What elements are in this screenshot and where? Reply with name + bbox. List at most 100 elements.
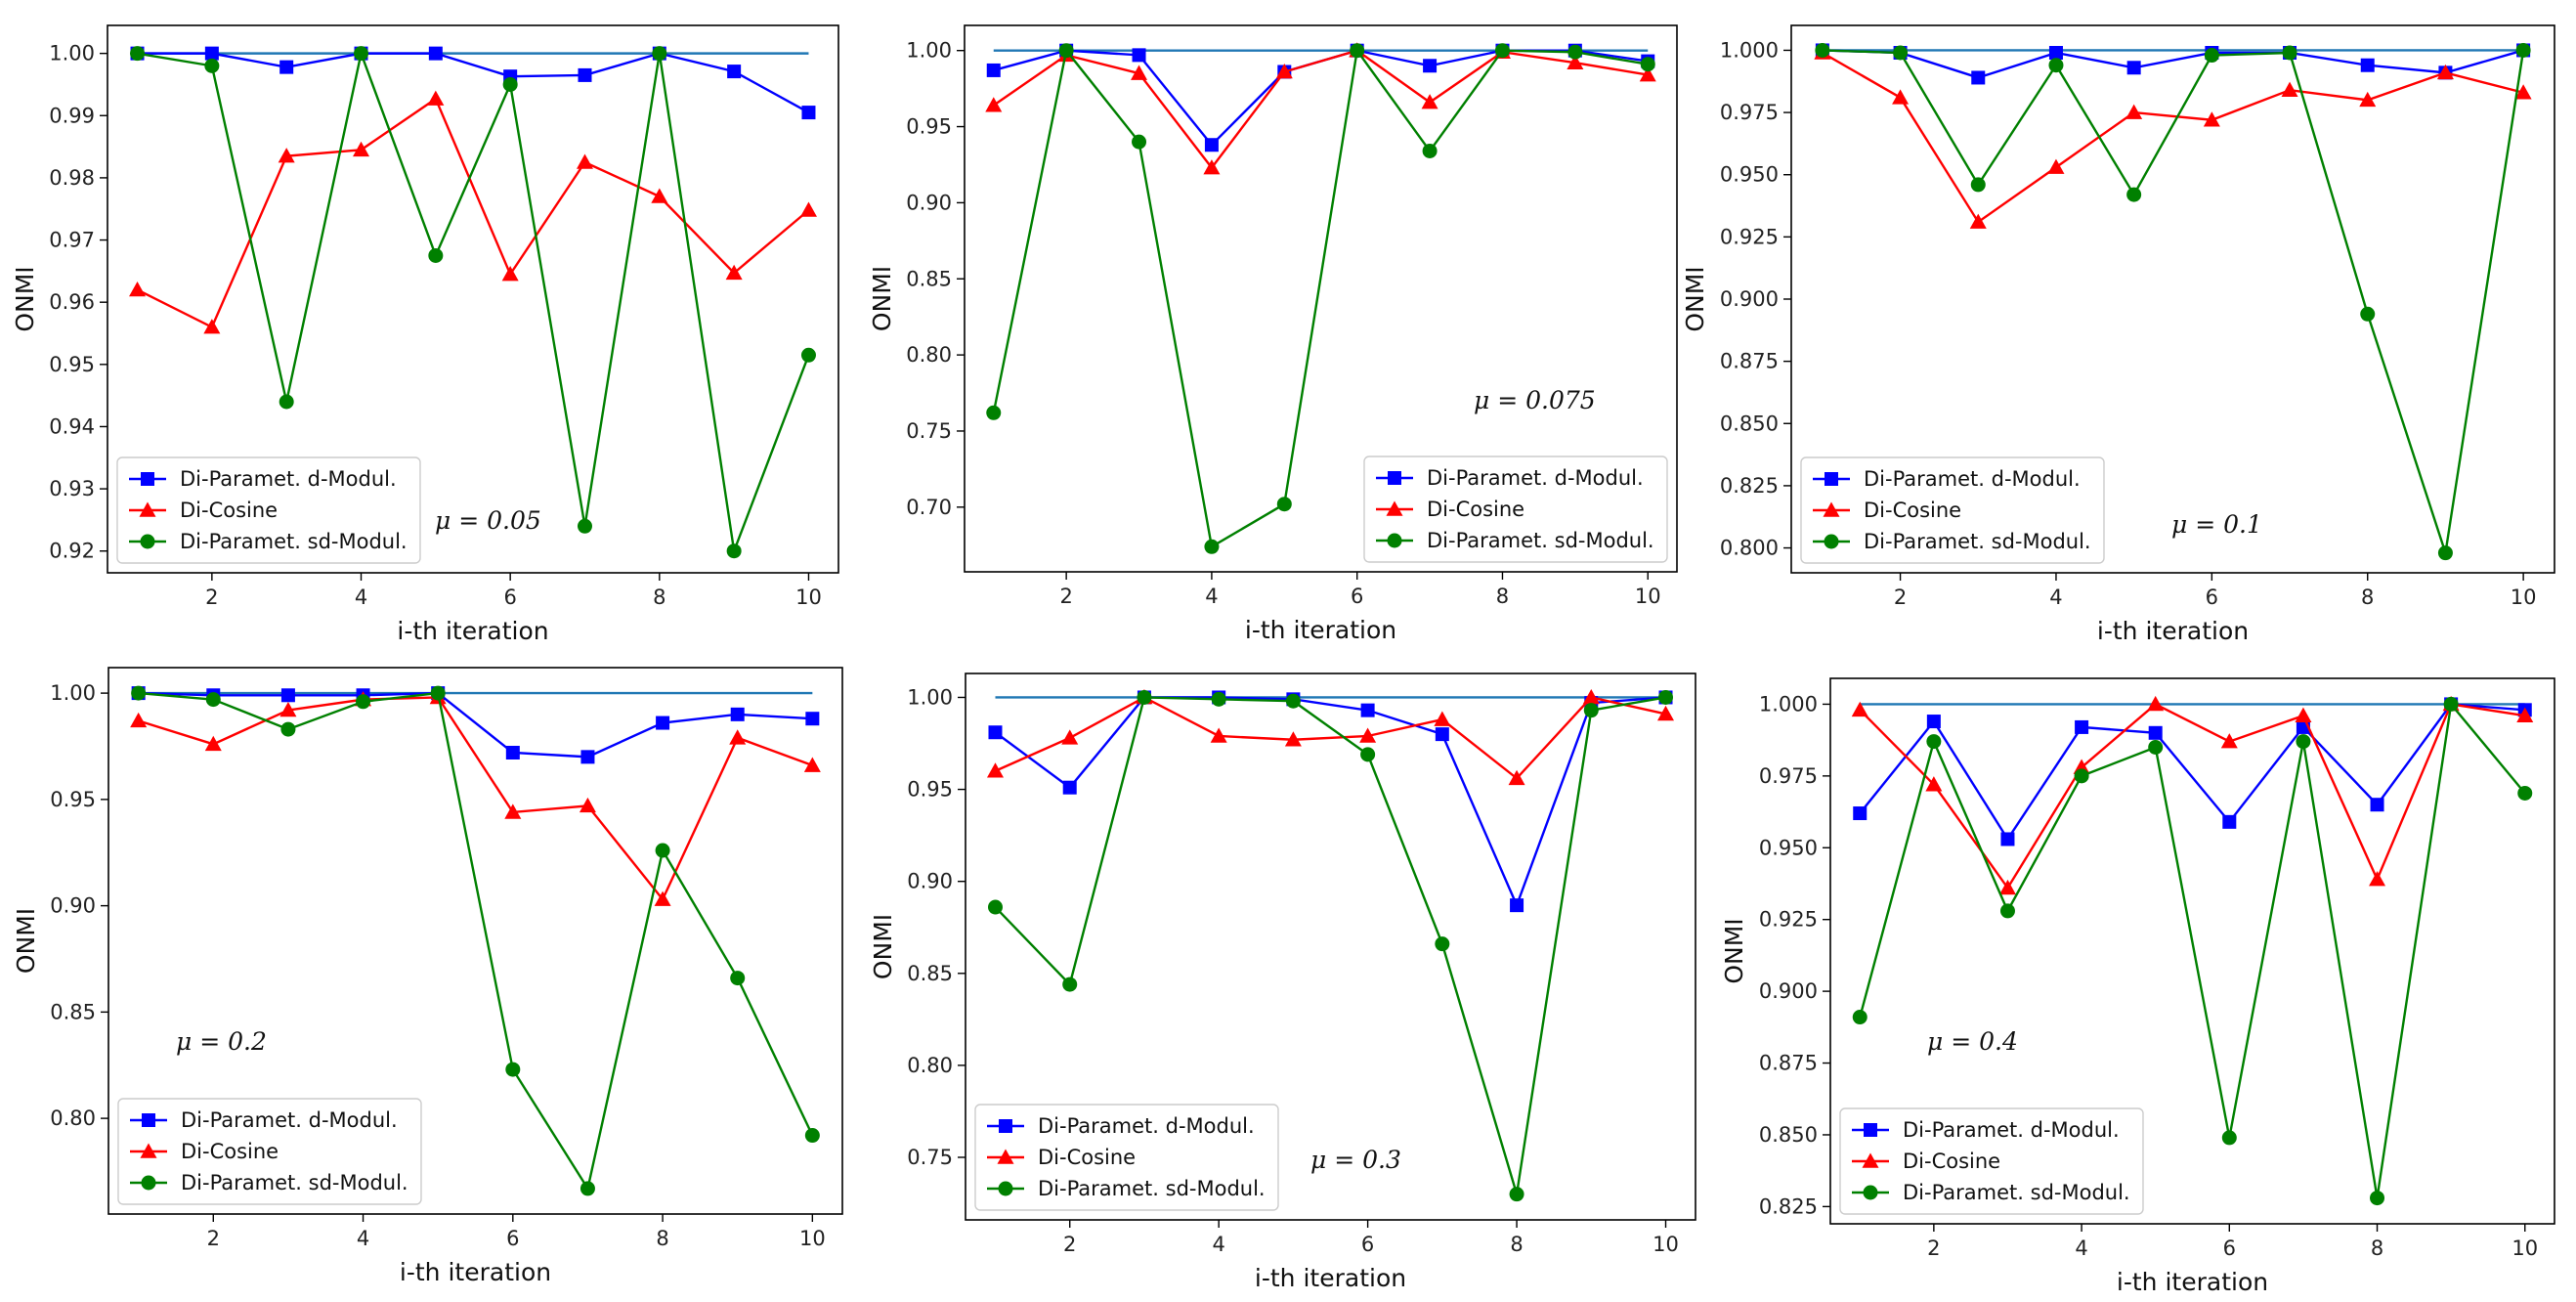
data-point [579, 797, 596, 813]
data-point [1360, 703, 1375, 717]
data-point [2515, 42, 2531, 58]
y-tick-label: 0.800 [1720, 537, 1779, 560]
legend-label: Di-Paramet. sd-Modul. [1038, 1177, 1266, 1200]
x-tick-label: 2 [1063, 1233, 1076, 1256]
legend-entry: Di-Paramet. sd-Modul. [1813, 530, 2091, 553]
legend-entry: Di-Cosine [1376, 498, 1524, 521]
legend-marker [141, 472, 154, 486]
chart-panel-2: 2 4 6 8 10 0.70 0.75 0.80 0.85 0.90 0.95 1.00 i-th i… [868, 24, 1678, 644]
data-point [726, 543, 742, 559]
series-line [136, 97, 810, 329]
data-point [129, 281, 147, 297]
data-point [725, 264, 743, 281]
data-point [727, 65, 742, 79]
data-point [2514, 84, 2532, 100]
x-tick-label: 4 [1205, 585, 1218, 608]
data-point [1350, 43, 1365, 59]
data-point [804, 1128, 820, 1144]
data-point [204, 58, 220, 73]
series-square [1853, 697, 2532, 846]
data-point [730, 971, 746, 986]
legend-entry: Di-Paramet. d-Modul. [1852, 1118, 2120, 1142]
data-point [1284, 731, 1302, 747]
legend-label: Di-Paramet. sd-Modul. [1864, 530, 2091, 553]
x-axis-label: i-th iteration [1245, 616, 1396, 644]
data-point [2517, 785, 2533, 801]
data-point [1926, 715, 1941, 729]
data-point [2000, 832, 2015, 846]
data-point [1815, 42, 1830, 58]
data-point [1435, 936, 1450, 952]
legend-box [1800, 456, 2105, 564]
x-tick-label: 10 [799, 1227, 826, 1250]
data-point [800, 347, 816, 363]
data-point [987, 899, 1003, 915]
data-point [577, 518, 592, 534]
data-point [986, 762, 1004, 778]
y-tick-label: 0.925 [1720, 225, 1779, 248]
data-point [1132, 48, 1146, 63]
series-triangle [1851, 695, 2534, 895]
legend-entry: Di-Cosine [129, 499, 278, 522]
data-point [1893, 45, 1909, 61]
x-tick-label: 10 [2512, 1237, 2538, 1260]
data-point [1204, 138, 1219, 152]
data-point [986, 405, 1002, 420]
data-point [801, 106, 816, 120]
mu-annotation: μ = 0.1 [2171, 510, 2262, 539]
y-tick-label: 0.90 [50, 894, 96, 918]
legend-label: Di-Cosine [1864, 499, 1961, 522]
data-point [2222, 814, 2237, 829]
series-line [1822, 49, 2525, 554]
legend-label: Di-Paramet. sd-Modul. [180, 530, 408, 553]
legend-marker [141, 1175, 156, 1191]
legend-entry: Di-Paramet. sd-Modul. [1376, 529, 1654, 552]
legend-label: Di-Cosine [180, 499, 278, 522]
y-tick-label: 0.900 [1759, 979, 1818, 1003]
chart-panel-5: 2 4 6 8 10 0.75 0.80 0.85 0.90 0.95 1.00 i-th itera… [869, 673, 1696, 1292]
y-tick-label: 0.75 [906, 419, 952, 443]
data-point [2220, 733, 2238, 749]
legend-marker [1388, 471, 1401, 485]
legend-entry: Di-Paramet. sd-Modul. [987, 1177, 1266, 1200]
data-point [1275, 63, 1293, 79]
data-point [2147, 695, 2165, 712]
data-point [985, 97, 1003, 112]
chart-panel-4: 2 4 6 8 10 0.80 0.85 0.90 0.95 1.00 i-th iteration… [12, 667, 843, 1286]
y-tick-label: 0.85 [907, 962, 953, 985]
x-axis-label: i-th iteration [1255, 1264, 1406, 1292]
data-point [2074, 768, 2089, 784]
data-point [279, 60, 294, 74]
legend-label: Di-Paramet. sd-Modul. [1427, 529, 1654, 552]
data-point [2221, 1130, 2237, 1146]
series-line [995, 696, 1666, 780]
data-point [580, 1181, 595, 1196]
legend-label: Di-Paramet. d-Modul. [180, 467, 397, 491]
data-point [2436, 64, 2454, 80]
data-point [2360, 306, 2376, 322]
data-point [278, 148, 295, 163]
x-tick-label: 8 [2371, 1237, 2383, 1260]
data-point [505, 1062, 521, 1077]
data-point [805, 712, 820, 726]
x-tick-label: 8 [656, 1227, 668, 1250]
y-tick-label: 0.900 [1720, 287, 1779, 311]
legend-entry: Di-Cosine [1813, 499, 1961, 522]
x-tick-label: 2 [207, 1227, 220, 1250]
chart-panel-3: 2 4 6 8 10 0.800 0.825 0.850 0.875 0.900 0.925 0.95… [1681, 24, 2555, 645]
mu-annotation: μ = 0.4 [1927, 1027, 2018, 1056]
data-point [1969, 213, 1987, 229]
legend-marker [1864, 1123, 1877, 1137]
legend-box [974, 1104, 1279, 1211]
y-tick-label: 0.94 [49, 414, 95, 438]
data-point [2204, 48, 2219, 64]
data-point [1892, 89, 1910, 105]
y-tick-label: 0.875 [1759, 1052, 1818, 1075]
data-point [280, 688, 295, 703]
data-point [205, 692, 221, 708]
series-circle [130, 46, 816, 559]
plot-frame [965, 673, 1696, 1221]
x-axis-label: i-th iteration [400, 1258, 551, 1286]
series-square [131, 686, 820, 764]
x-tick-label: 6 [2206, 586, 2218, 609]
